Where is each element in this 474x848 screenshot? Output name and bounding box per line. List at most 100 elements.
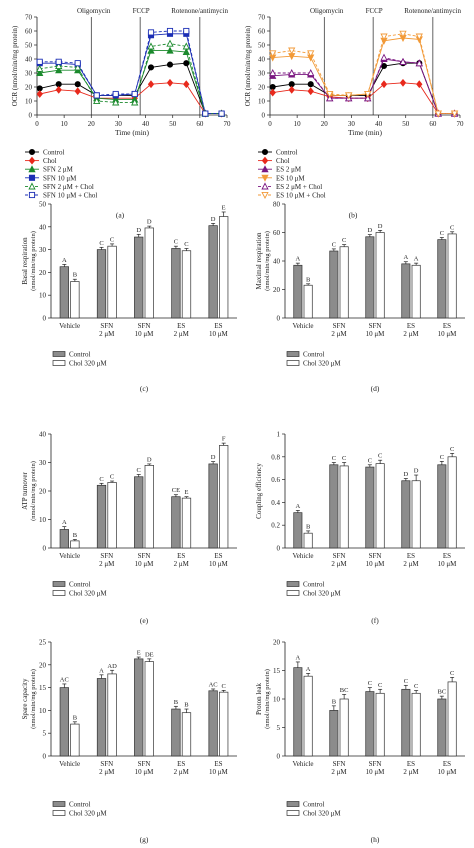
significance-letter-h: BC <box>438 689 447 696</box>
category-label-h: SFN <box>333 760 346 768</box>
x-tick-label-b: 50 <box>402 120 410 128</box>
x-axis-title-b: Time (min) <box>348 128 383 137</box>
bar-e-0 <box>96 484 107 549</box>
category-label-h: 10 μM <box>438 768 458 776</box>
y-tick-label-g: 15 <box>39 684 47 692</box>
bar-h-1 <box>411 692 421 757</box>
y-axis-title-f: Coupling efficiency <box>255 463 263 519</box>
significance-letter-e: E <box>184 489 188 496</box>
legend-label-a: SFN 2 μM <box>43 166 74 174</box>
data-point-a-4 <box>166 39 174 47</box>
x-tick-label-a: 50 <box>169 120 177 128</box>
y-tick-label-e: 20 <box>39 488 47 496</box>
significance-letter-g: B <box>73 714 78 721</box>
significance-letter-d: D <box>378 223 383 230</box>
legend-marker-b <box>261 191 269 199</box>
y-tick-label-f: 0.8 <box>271 453 280 461</box>
data-point-b-4 <box>326 94 334 102</box>
category-label-e: 2 μM <box>174 560 190 568</box>
bar-f-1 <box>411 480 421 549</box>
panel-label-h: (h) <box>371 835 380 844</box>
significance-letter-f: C <box>378 453 382 460</box>
data-point-a-2 <box>36 69 44 77</box>
legend-swatch-e <box>52 581 66 587</box>
y-tick-label-a: 10 <box>25 98 33 106</box>
x-tick-label-a: 60 <box>196 120 204 128</box>
significance-letter-e: C <box>137 467 141 474</box>
category-label-d: SFN <box>369 322 382 330</box>
data-point-a-0 <box>74 81 81 88</box>
data-point-a-4 <box>182 42 190 50</box>
significance-letter-c: B <box>73 272 78 279</box>
y-tick-label-f: 0 <box>277 545 281 553</box>
significance-letter-d: A <box>404 254 409 261</box>
data-point-a-4 <box>131 98 139 106</box>
significance-letter-h: C <box>368 680 372 687</box>
category-label-c: 10 μM <box>135 330 155 338</box>
x-tick-label-b: 0 <box>268 120 272 128</box>
significance-letter-h: C <box>414 683 418 690</box>
y-tick-label-h: 15 <box>273 667 281 675</box>
significance-letter-g: AC <box>60 676 69 683</box>
data-point-a-5 <box>218 110 225 117</box>
significance-letter-g: E <box>137 650 141 657</box>
y-tick-label-f: 0.4 <box>271 499 280 507</box>
legend-marker-a <box>28 191 36 199</box>
significance-letter-e: F <box>222 436 226 443</box>
category-label-e: SFN <box>138 552 151 560</box>
significance-letter-f: A <box>296 503 301 510</box>
legend-label-d: Control <box>303 351 324 359</box>
y-axis-title-c: Basal respiration <box>21 237 29 285</box>
legend-label-b: ES 10 μM + Chol <box>276 192 326 200</box>
significance-letter-f: D <box>414 468 419 475</box>
data-point-a-5 <box>55 58 62 65</box>
category-label-d: 10 μM <box>438 330 458 338</box>
category-label-f: 2 μM <box>331 560 347 568</box>
category-label-e: ES <box>214 552 222 560</box>
bar-f-0 <box>329 464 339 549</box>
legend-marker-b <box>261 165 269 173</box>
data-point-b-1 <box>288 85 295 94</box>
y-tick-label-h: 0 <box>277 753 281 761</box>
y-axis-unit-h: (nmol/min/mg protein) <box>264 669 271 729</box>
bar-g-0 <box>134 658 144 757</box>
category-label-f: ES <box>443 552 451 560</box>
bar-d-1 <box>447 233 457 319</box>
bar-c-1 <box>219 216 229 319</box>
legend-swatch-f <box>286 581 300 587</box>
y-tick-label-b: 50 <box>258 42 266 50</box>
significance-letter-e: C <box>110 474 114 481</box>
bar-e-0 <box>208 463 218 549</box>
category-label-g: 10 μM <box>135 768 155 776</box>
y-tick-label-f: 1 <box>277 431 281 439</box>
series-line-a-1 <box>39 82 222 115</box>
legend-label-e: Control <box>69 581 90 589</box>
bar-g-0 <box>171 708 181 757</box>
data-point-a-2 <box>166 46 174 54</box>
category-label-h: 2 μM <box>331 768 347 776</box>
series-line-b-4 <box>272 57 455 115</box>
data-point-a-1 <box>55 85 62 94</box>
significance-letter-g: DE <box>145 651 154 658</box>
legend-label-c: Control <box>69 351 90 359</box>
legend-swatch-g <box>52 801 66 807</box>
data-point-a-1 <box>147 80 155 89</box>
y-tick-label-b: 40 <box>258 56 266 64</box>
bar-d-0 <box>293 264 303 319</box>
category-label-d: ES <box>443 322 451 330</box>
legend-label-b: Control <box>276 149 297 157</box>
data-point-b-5 <box>269 50 277 58</box>
category-label-e: 10 μM <box>209 560 229 568</box>
data-point-b-5 <box>434 110 442 118</box>
legend-label-a: Chol <box>43 157 57 165</box>
data-point-a-4 <box>93 97 101 105</box>
bar-h-0 <box>437 698 447 757</box>
x-tick-label-a: 70 <box>224 120 232 128</box>
panel-label-e: (e) <box>140 616 149 625</box>
data-point-a-5 <box>183 27 190 35</box>
data-point-a-4 <box>55 62 63 70</box>
bar-c-1 <box>107 245 117 319</box>
data-point-b-1 <box>380 80 388 89</box>
phase-label-b: Oligomycin <box>310 7 344 15</box>
x-tick-label-a: 30 <box>115 120 123 128</box>
